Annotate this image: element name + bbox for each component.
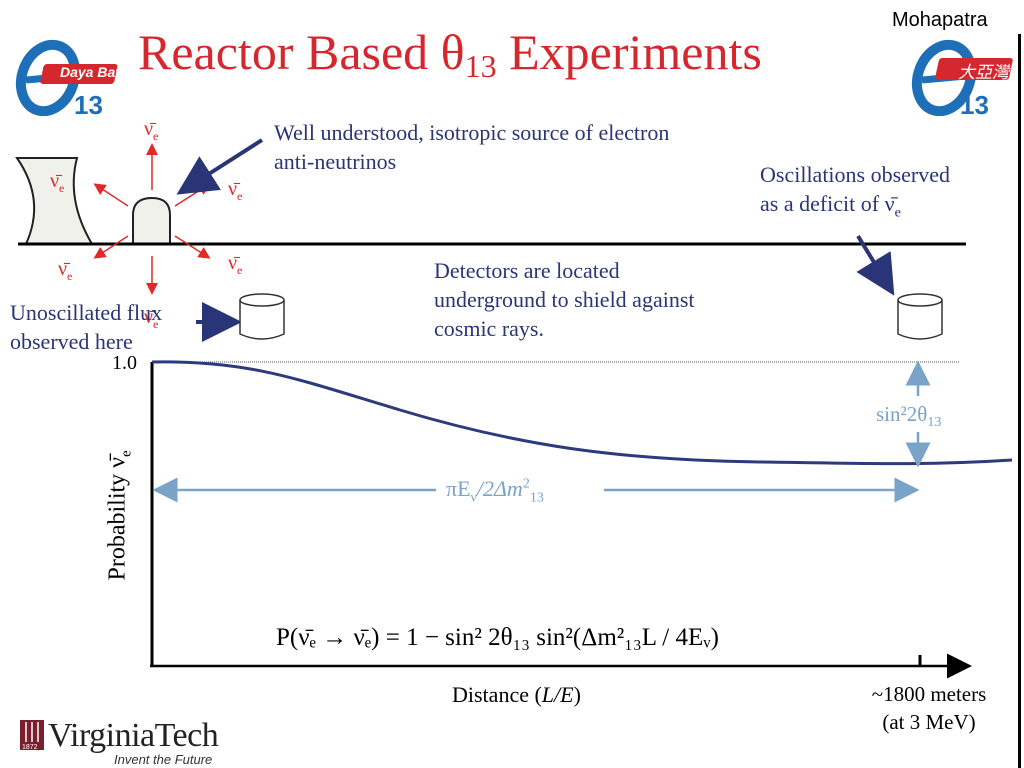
theta-logo-icon: [15, 39, 118, 116]
author-name: Mohapatra: [892, 9, 988, 31]
amplitude-label: sin²2θ13: [876, 402, 942, 431]
university-name: VirginiaTech: [48, 717, 219, 754]
neutrino-label-bottom: ν̄e: [144, 306, 159, 331]
seal-year: 1872: [22, 744, 38, 751]
x-axis-label: Distance (L/E): [452, 682, 581, 707]
university-tagline: Invent the Future: [114, 752, 213, 767]
neutrino-label-top: ν̄e: [144, 118, 159, 143]
source-annotation: Well understood, isotropic source of ele…: [274, 120, 670, 174]
title-main: Reactor Based θ: [138, 24, 465, 80]
oscillation-pointer-arrow: [856, 234, 895, 296]
far-detector-icon: [897, 293, 943, 340]
source-pointer-arrow: [176, 138, 264, 195]
period-label: πEν/2Δm213: [446, 476, 544, 506]
oscillation-formula: P(ν̄ₑ → ν̄ₑ) = 1 − sin² 2θ₁₃ sin²(Δm²₁₃L…: [276, 624, 719, 651]
neutrino-emission-arrows: [93, 143, 211, 295]
logo-left-text: Daya Bay: [60, 64, 124, 80]
detectors-annotation: Detectors are located underground to shi…: [434, 258, 695, 341]
logo-right-number: 13: [960, 90, 989, 120]
probability-curve: [151, 360, 1013, 466]
daya-bay-logo-left: Daya Bay 13: [8, 36, 128, 120]
near-detector-icon: [239, 293, 285, 340]
slide-edge-line: [1018, 34, 1021, 768]
title-end: Experiments: [496, 24, 762, 80]
slide-title: Reactor Based θ13 Experiments: [138, 22, 762, 82]
theta-logo-icon: [911, 39, 1013, 116]
title-subscript: 13: [464, 48, 497, 84]
y-max-label: 1.0: [112, 352, 137, 374]
unoscillated-annotation: Unoscillated flux observed here: [10, 300, 163, 354]
daya-bay-logo-right: 大亞灣 13: [900, 36, 1022, 120]
neutrino-label-right-up: ν̄e: [228, 178, 243, 203]
reactor-dome-icon: [132, 196, 171, 245]
logo-left-number: 13: [74, 90, 103, 120]
neutrino-label-right-down: ν̄e: [228, 252, 243, 277]
y-axis-label: Probability ν̄e: [104, 450, 135, 581]
oscillation-annotation: Oscillations observed as a deficit of ν̄…: [760, 162, 951, 221]
logo-right-text: 大亞灣: [958, 63, 1009, 82]
distance-label: ~1800 meters (at 3 MeV): [871, 682, 987, 734]
neutrino-label-left-down: ν̄e: [58, 258, 73, 283]
neutrino-label-tower: ν̄e: [50, 170, 65, 195]
virginia-tech-seal-icon: [20, 720, 44, 750]
